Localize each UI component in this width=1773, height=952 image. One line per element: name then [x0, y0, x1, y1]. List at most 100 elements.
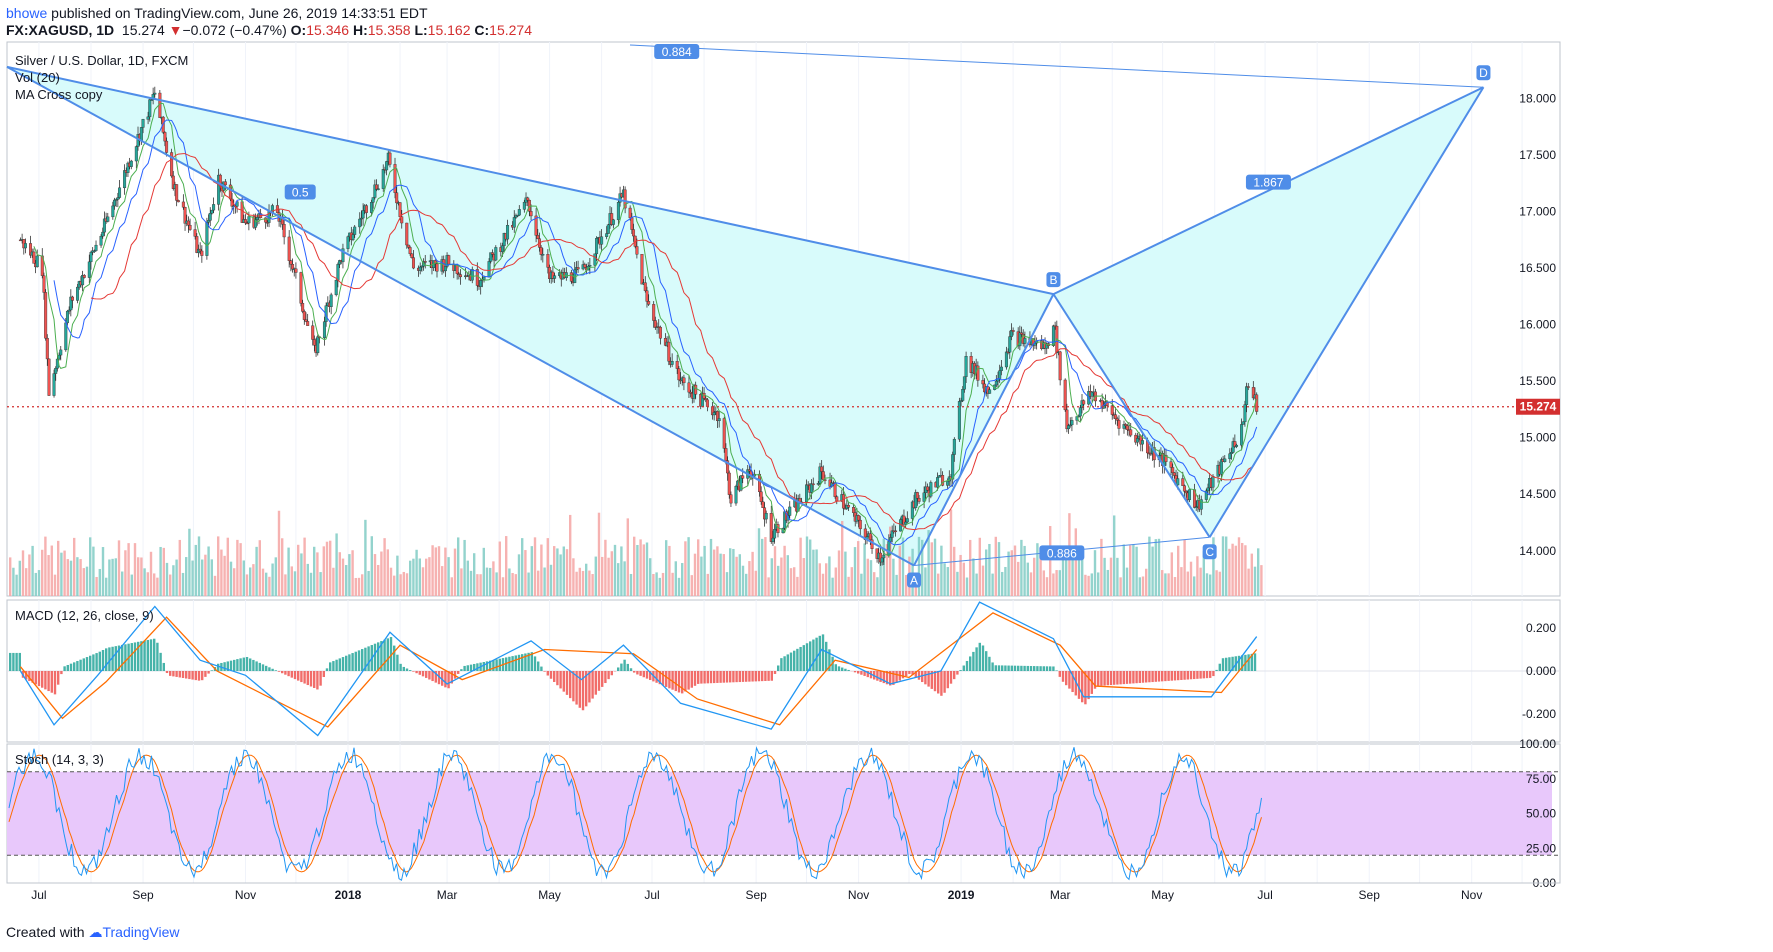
candle-body	[455, 264, 459, 274]
volume-bar	[933, 538, 937, 596]
volume-bar	[799, 537, 802, 596]
candle-body	[346, 236, 350, 249]
macd-hist-bar	[76, 661, 79, 671]
macd-histogram	[9, 634, 1257, 711]
author-link[interactable]: bhowe	[6, 5, 48, 21]
volume-bar	[12, 567, 15, 596]
macd-hist-bar	[466, 665, 469, 671]
candle-body	[223, 181, 227, 186]
macd-hist-bar	[930, 671, 933, 689]
volume-bar	[1004, 566, 1007, 596]
macd-hist-bar	[133, 642, 137, 671]
macd-hist-bar	[73, 662, 76, 671]
candle-body	[364, 205, 368, 213]
volume-bar	[213, 575, 217, 596]
macd-hist-bar	[527, 652, 530, 671]
volume-bar	[377, 564, 380, 596]
macd-hist-bar	[645, 671, 649, 679]
candle-body	[106, 216, 110, 222]
candle-body	[371, 197, 375, 203]
candle-body	[858, 519, 862, 530]
macd-hist-bar	[821, 634, 825, 671]
volume-bar	[1138, 577, 1141, 596]
volume-bar	[607, 557, 610, 596]
macd-hist-bar	[60, 671, 63, 675]
volume-bar	[629, 573, 633, 596]
volume-bar	[540, 544, 543, 596]
candle-body	[904, 521, 908, 525]
volume-bar	[1167, 573, 1170, 596]
macd-hist-bar	[633, 671, 636, 673]
macd-hist-bar	[351, 653, 354, 671]
macd-hist-bar	[629, 668, 633, 671]
volume-bar	[514, 574, 517, 596]
macd-hist-bar	[1151, 671, 1154, 683]
candle-body	[376, 188, 380, 190]
candle-body	[1245, 386, 1249, 405]
volume-bar	[127, 543, 130, 596]
volume-bar	[146, 572, 149, 596]
macd-hist-bar	[690, 671, 693, 688]
footer-brand[interactable]: TradingView	[102, 924, 180, 940]
volume-bar	[1017, 561, 1020, 596]
volume-bar	[853, 547, 857, 596]
candle-body	[771, 537, 775, 542]
macd-hist-bar	[841, 667, 844, 671]
macd-hist-bar	[959, 670, 962, 671]
macd-hist-bar	[1202, 671, 1205, 679]
macd-hist-bar	[991, 662, 994, 671]
legend-macd[interactable]: MACD (12, 26, close, 9)	[15, 608, 154, 623]
macd-hist-bar	[661, 671, 665, 686]
macd-hist-bar	[655, 671, 658, 683]
macd-hist-bar	[972, 651, 975, 671]
candle-body	[788, 506, 792, 516]
macd-hist-bar	[1007, 665, 1010, 671]
candle-body	[741, 475, 745, 479]
volume-bar	[1260, 565, 1263, 596]
candle-body	[1229, 452, 1233, 454]
macd-hist-bar	[767, 671, 770, 681]
candle-body	[1058, 351, 1062, 381]
volume-bar	[700, 556, 703, 596]
macd-hist-bar	[1205, 671, 1209, 679]
macd-hist-bar	[223, 662, 226, 671]
legend-ma[interactable]: MA Cross copy	[15, 87, 103, 102]
macd-hist-bar	[834, 664, 837, 671]
macd-hist-bar	[402, 666, 405, 671]
macd-hist-bar	[546, 671, 549, 676]
macd-hist-bar	[463, 665, 466, 671]
macd-hist-bar	[741, 671, 745, 682]
macd-hist-bar	[210, 670, 213, 671]
candle-body	[894, 530, 898, 533]
candle-body	[810, 483, 814, 493]
volume-bar	[306, 563, 309, 596]
macd-hist-bar	[348, 654, 351, 671]
volume-bar	[204, 554, 207, 596]
volume-bar	[405, 573, 409, 596]
macd-hist-bar	[447, 671, 450, 689]
candle-body	[255, 217, 259, 220]
candle-body	[1110, 405, 1114, 415]
volume-bar	[1061, 556, 1065, 596]
leg-xb	[6, 65, 1054, 296]
volume-bar	[335, 533, 338, 596]
legend-main[interactable]: Silver / U.S. Dollar, 1D, FXCM	[15, 53, 189, 68]
macd-hist-bar	[1004, 665, 1007, 671]
legend-stoch[interactable]: Stoch (14, 3, 3)	[15, 752, 104, 767]
volume-bar	[783, 545, 786, 596]
macd-hist-bar	[1068, 671, 1071, 689]
candle-body	[44, 292, 48, 339]
candle-body	[628, 207, 632, 219]
point-label-a: A	[910, 573, 918, 587]
tradingview-logo-icon[interactable]: ☁	[88, 924, 103, 940]
macd-hist-bar	[1042, 666, 1045, 671]
candle-body	[1184, 491, 1188, 494]
volume-bar	[601, 556, 604, 596]
volume-bar	[1084, 574, 1087, 596]
macd-hist-bar	[969, 656, 972, 671]
legend-vol[interactable]: Vol (20)	[15, 70, 60, 85]
volume-bar	[652, 573, 655, 596]
volume-bar	[959, 554, 962, 596]
candle-body	[998, 370, 1002, 379]
